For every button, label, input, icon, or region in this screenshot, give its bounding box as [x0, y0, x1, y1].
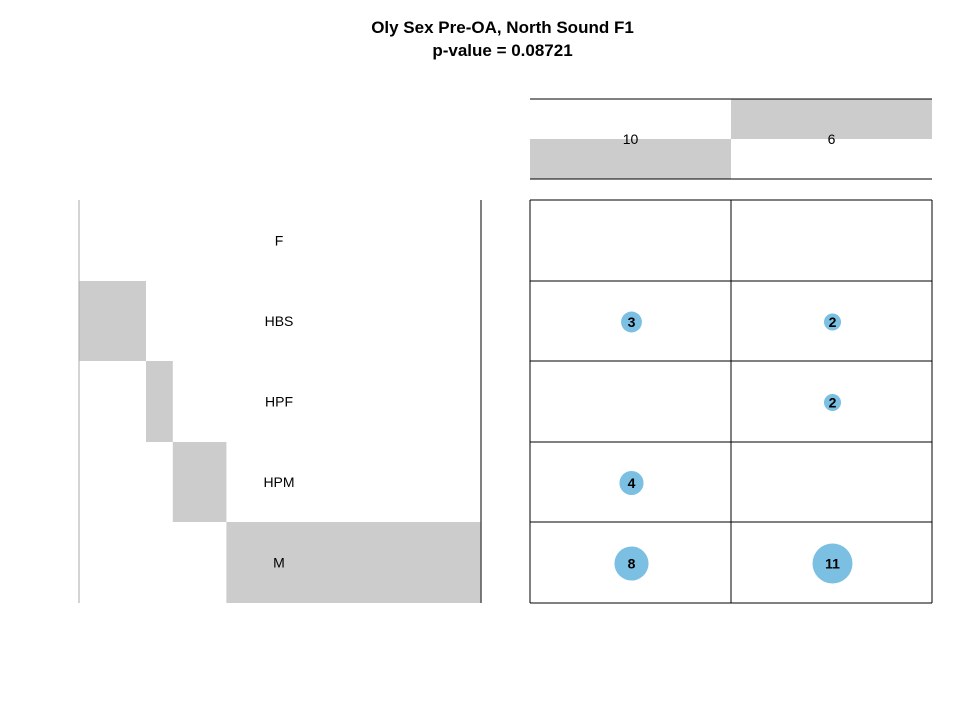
- balloon-value-M-6: 11: [825, 556, 840, 572]
- column-label-10: 10: [623, 131, 639, 147]
- balloon-value-HBS-6: 2: [829, 314, 837, 330]
- column-header-panel: 10 6: [530, 98, 932, 180]
- balloon-value-M-10: 8: [628, 556, 636, 572]
- balloons: 3 2 2 4 8 11: [614, 311, 853, 584]
- row-bar-HPF: [146, 361, 173, 442]
- chart-subtitle: p-value = 0.08721: [432, 41, 573, 60]
- title-block: Oly Sex Pre-OA, North Sound F1 p-value =…: [0, 16, 972, 62]
- column-label-6: 6: [828, 131, 836, 147]
- balloon-value-HBS-10: 3: [628, 314, 636, 330]
- row-label-M: M: [273, 555, 285, 571]
- balloon-HBS-6: [823, 313, 842, 331]
- row-label-F: F: [275, 233, 284, 249]
- balloon-value-HPM-10: 4: [628, 475, 636, 491]
- balloon-HPM-10: [619, 470, 644, 496]
- balloon-M-6: [812, 543, 853, 584]
- row-bar-HPM: [172, 442, 227, 522]
- balloon-HBS-10: [621, 311, 642, 333]
- chart-title: Oly Sex Pre-OA, North Sound F1: [371, 18, 634, 37]
- row-label-HBS: HBS: [265, 313, 294, 329]
- row-label-HPF: HPF: [265, 394, 293, 410]
- balloon-value-HPF-6: 2: [829, 395, 837, 411]
- row-header-panel: F HBS HPF HPM M: [78, 200, 482, 603]
- column-bar-10: [530, 139, 731, 179]
- cell-grid: [529, 199, 933, 604]
- balloon-HPF-6: [823, 393, 842, 412]
- column-bar-6: [731, 99, 932, 139]
- row-bar-HBS: [79, 281, 146, 361]
- balloon-M-10: [614, 546, 649, 581]
- row-label-HPM: HPM: [263, 474, 294, 490]
- row-bar-M: [226, 522, 481, 603]
